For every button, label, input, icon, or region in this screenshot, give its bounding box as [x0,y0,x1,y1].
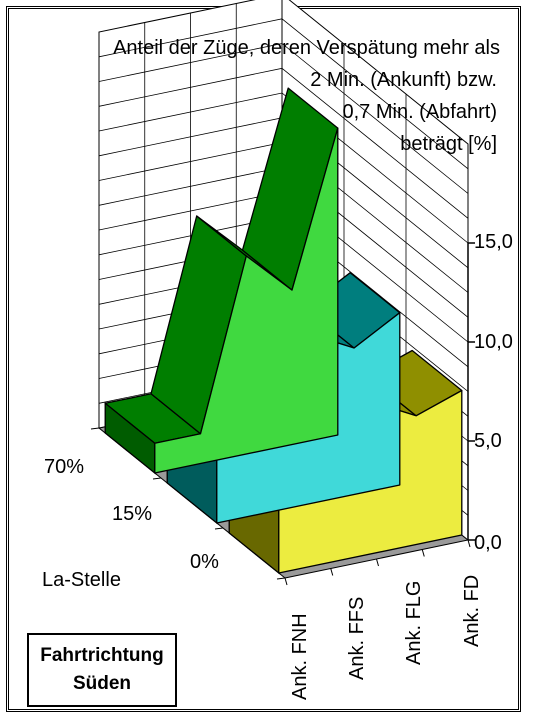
category-label-ank-fnh: Ank. FNH [289,613,311,700]
direction-box: Fahrtrichtung Süden [27,633,177,707]
ribbon-front-face [154,127,339,474]
ytick-label-2: 10,0 [474,331,513,353]
series-ribbon-70pct [104,87,339,475]
chart-bars [104,87,463,575]
chart-title-line-3: 0,7 Min. (Abfahrt) [342,101,497,123]
category-axis-tick [330,568,334,576]
category-axis-tick [421,549,425,557]
category-label-ank-flg: Ank. FLG [403,581,425,665]
ytick-label-3: 15,0 [474,231,513,253]
chart-title-line-4: beträgt [%] [400,133,497,155]
depth-axis-tick [152,477,162,480]
category-axis-tick [284,577,288,586]
depth-axis-title: La-Stelle [42,569,121,591]
category-label-ank-fd: Ank. FD [461,575,483,647]
depth-axis-tick [276,577,286,580]
depth-axis-tick [90,427,100,430]
depth-axis-tick [214,527,224,530]
ytick-label-1: 5,0 [474,430,502,452]
depth-label-0: 0% [190,551,219,573]
chart-title-line-2: 2 Min. (Ankunft) bzw. [310,69,497,91]
category-label-ank-ffs: Ank. FFS [346,597,368,680]
direction-line-1: Fahrtrichtung [40,645,164,666]
chart-labels: Anteil der Züge, deren Verspätung mehr a… [42,37,513,700]
category-axis-tick [376,558,379,567]
ytick-label-0: 0,0 [474,532,502,554]
depth-label-15: 15% [112,503,152,525]
category-axis-tick [467,539,471,548]
depth-label-70: 70% [44,456,84,478]
chart-title-line-1: Anteil der Züge, deren Verspätung mehr a… [113,37,500,59]
direction-line-2: Süden [72,673,132,694]
